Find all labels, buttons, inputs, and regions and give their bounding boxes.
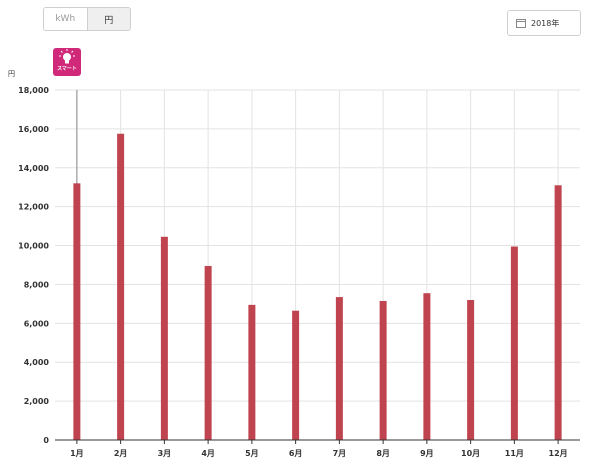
lightbulb-icon xyxy=(59,49,75,64)
bar xyxy=(467,300,475,440)
x-tick-label: 11月 xyxy=(505,449,524,458)
y-tick-label: 2,000 xyxy=(24,397,50,406)
calendar-icon xyxy=(516,19,526,28)
x-tick-label: 7月 xyxy=(333,449,347,458)
y-tick-label: 4,000 xyxy=(24,358,50,367)
x-tick-label: 1月 xyxy=(70,449,84,458)
y-tick-label: 0 xyxy=(43,436,49,445)
bar xyxy=(204,265,212,440)
y-axis-unit: 円 xyxy=(8,70,15,78)
bar xyxy=(73,183,81,441)
bar xyxy=(117,133,125,440)
x-tick-label: 12月 xyxy=(549,449,568,458)
x-tick-label: 5月 xyxy=(245,449,259,458)
x-tick-label: 9月 xyxy=(420,449,434,458)
y-tick-label: 16,000 xyxy=(18,125,49,134)
bar xyxy=(248,304,256,440)
bar xyxy=(379,300,387,440)
bar xyxy=(335,297,343,440)
bar xyxy=(292,310,300,440)
unit-toggle: kWh 円 xyxy=(43,7,131,31)
y-tick-label: 6,000 xyxy=(24,319,50,328)
x-tick-label: 3月 xyxy=(158,449,172,458)
x-tick-label: 4月 xyxy=(201,449,215,458)
toggle-kwh-option[interactable]: kWh xyxy=(44,8,87,30)
x-tick-label: 8月 xyxy=(376,449,390,458)
x-tick-label: 10月 xyxy=(461,449,480,458)
x-tick-label: 2月 xyxy=(114,449,128,458)
y-tick-label: 8,000 xyxy=(24,280,50,289)
smart-badge-label: スマート xyxy=(57,66,77,72)
bar xyxy=(423,293,431,440)
bar xyxy=(554,185,562,440)
year-picker[interactable]: 2018年 xyxy=(507,10,581,36)
y-tick-label: 10,000 xyxy=(18,242,49,251)
smart-badge: スマート xyxy=(53,48,81,76)
toggle-yen-option[interactable]: 円 xyxy=(86,8,130,30)
y-tick-label: 12,000 xyxy=(18,203,49,212)
bar xyxy=(510,246,518,440)
bar xyxy=(160,236,168,440)
y-tick-label: 18,000 xyxy=(18,86,49,95)
y-tick-label: 14,000 xyxy=(18,164,49,173)
x-tick-label: 6月 xyxy=(289,449,303,458)
year-picker-label: 2018年 xyxy=(531,18,560,28)
